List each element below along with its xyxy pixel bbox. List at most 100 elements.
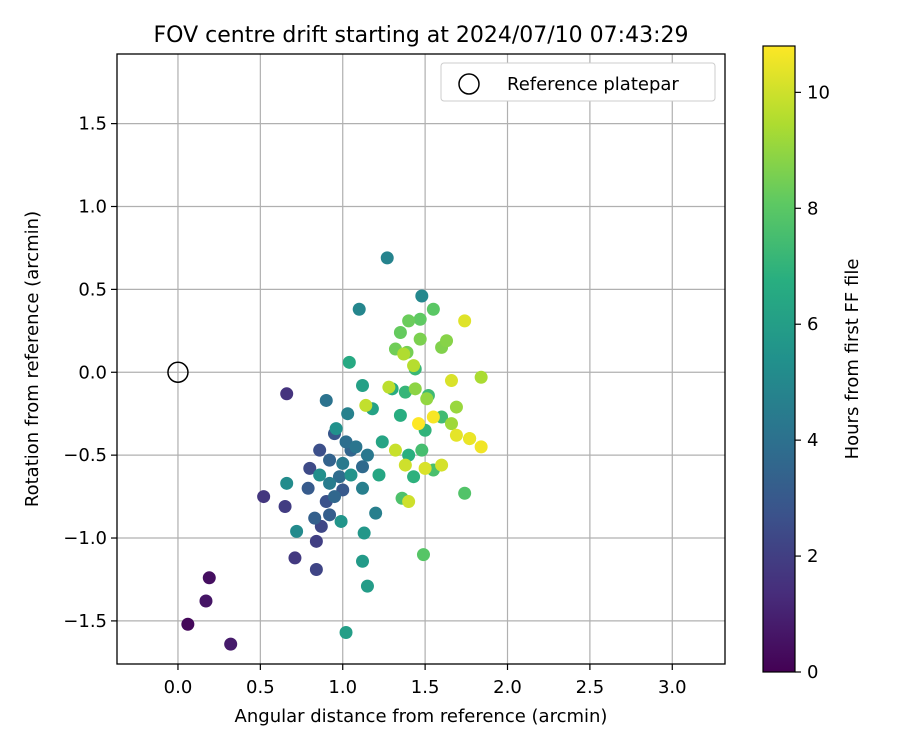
data-point [388,443,402,457]
data-point [288,551,302,565]
data-point [360,579,374,593]
data-point [449,428,463,442]
x-tick-label: 1.5 [411,677,440,698]
data-point [440,334,454,348]
data-point [458,486,472,500]
data-point [339,626,353,640]
y-tick-label: 1.0 [78,197,107,218]
data-points [181,251,488,651]
data-point [402,495,416,509]
data-point [435,458,449,472]
data-point [301,481,315,495]
data-point [323,453,337,467]
data-point [290,524,304,538]
data-point [257,490,271,504]
data-point [444,417,458,431]
data-point [382,380,396,394]
data-point [356,554,370,568]
data-point [408,382,422,396]
y-tick-label: 0.5 [78,279,107,300]
data-point [397,347,411,361]
data-point [224,637,238,651]
data-point [349,440,363,454]
x-tick-label: 0.5 [246,677,275,698]
data-point [319,393,333,407]
colorbar-tick-label: 2 [807,546,818,567]
data-point [420,392,434,406]
data-point [393,325,407,339]
chart-title: FOV centre drift starting at 2024/07/10 … [154,23,689,48]
plot-frame [116,53,726,665]
data-point [303,461,317,475]
data-point [398,458,412,472]
data-point [356,460,370,474]
colorbar-tick-label: 6 [807,314,818,335]
colorbar-tick-label: 4 [807,430,818,451]
data-point [359,398,373,412]
colorbar-label: Hours from first FF file [842,259,863,460]
data-point [458,314,472,328]
x-axis-label: Angular distance from reference (arcmin) [235,706,608,727]
data-point [449,400,463,414]
data-point [341,407,355,421]
data-point [323,508,337,522]
data-point [327,490,341,504]
data-point [308,511,322,525]
data-point [323,476,337,490]
y-tick-label: 1.5 [78,114,107,135]
legend: Reference platepar [440,62,716,102]
data-point [402,314,416,328]
colorbar-ticks: 0 2 4 6 8 10 [795,82,830,683]
data-point [280,387,294,401]
data-point [199,594,213,608]
x-tick-label: 3.0 [658,677,687,698]
y-tick-label: −1.0 [63,528,107,549]
data-point [313,468,327,482]
data-point [202,571,216,585]
data-point [407,359,421,373]
colorbar-tick-label: 0 [807,662,818,683]
data-point [360,448,374,462]
data-point [407,470,421,484]
data-point [415,289,429,303]
colorbar-tick-label: 10 [807,82,830,103]
data-point [313,443,327,457]
data-point [336,456,350,470]
colorbar-tick-label: 8 [807,198,818,219]
data-point [278,500,292,514]
data-point [309,563,323,577]
data-point [380,251,394,265]
x-tick-label: 2.0 [493,677,522,698]
data-point [415,443,429,457]
data-point [332,470,346,484]
y-tick-label: 0.0 [78,362,107,383]
data-point [280,476,294,490]
data-point [426,410,440,424]
legend-entry-reference: Reference platepar [507,74,679,95]
reference-marker [167,361,189,384]
data-point [344,468,358,482]
data-point [474,370,488,384]
reference-platepar-marker [167,361,189,384]
data-point [444,374,458,388]
y-axis-ticks: −1.5 −1.0 −0.5 0.0 0.5 1.0 1.5 [63,114,117,632]
data-point [356,379,370,393]
data-point [356,481,370,495]
x-tick-label: 2.5 [576,677,605,698]
data-point [181,617,195,631]
data-point [413,332,427,346]
data-point [474,440,488,454]
data-point [413,312,427,326]
legend-box [440,62,716,102]
data-point [418,461,432,475]
y-axis-label: Rotation from reference (arcmin) [22,211,43,507]
data-point [426,302,440,316]
data-point [352,302,366,316]
data-point [393,408,407,422]
data-point [416,548,430,562]
x-axis-ticks: 0.0 0.5 1.0 1.5 2.0 2.5 3.0 [164,664,687,698]
data-point [398,385,412,399]
x-tick-label: 0.0 [164,677,193,698]
legend-reference-icon [458,73,480,95]
